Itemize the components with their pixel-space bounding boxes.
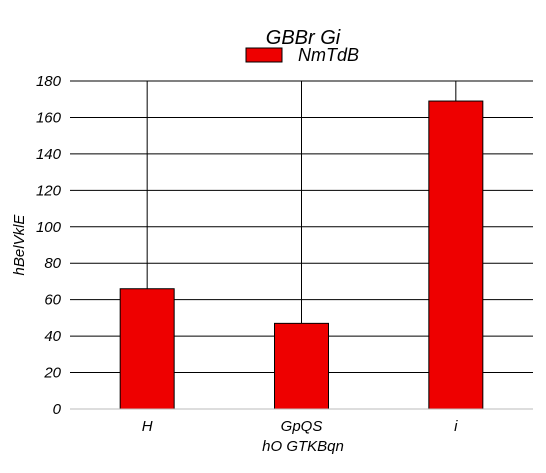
x-tick-label: GpQS: [281, 418, 323, 435]
bar: [274, 322, 329, 410]
x-axis-label: hO GTKBqn: [262, 438, 344, 455]
y-tick-label: 100: [36, 219, 62, 236]
legend-swatch: [245, 47, 283, 63]
legend-label: NmTdB: [298, 45, 359, 65]
x-tick-label: i: [454, 418, 458, 435]
chart-title: GBBr Gi: [266, 27, 341, 49]
bars: [119, 100, 484, 410]
legend: NmTdB: [245, 45, 359, 65]
y-tick-label: 80: [44, 255, 61, 272]
y-tick-label: 120: [36, 182, 62, 199]
bar: [428, 100, 484, 410]
x-tick-label: H: [142, 418, 153, 435]
y-tick-label: 20: [43, 365, 61, 382]
bar: [119, 288, 175, 410]
y-tick-label: 0: [53, 401, 62, 418]
y-tick-label: 140: [36, 146, 62, 163]
x-tick-labels: H GpQS i: [142, 418, 458, 435]
y-tick-label: 60: [44, 292, 61, 309]
y-tick-label: 180: [36, 73, 62, 90]
y-tick-labels: 0 20 40 60 80 100 120 140 160 180: [36, 73, 62, 418]
y-tick-label: 160: [36, 109, 62, 126]
y-axis-label: hBelVklE: [11, 214, 28, 276]
y-tick-label: 40: [44, 328, 61, 345]
